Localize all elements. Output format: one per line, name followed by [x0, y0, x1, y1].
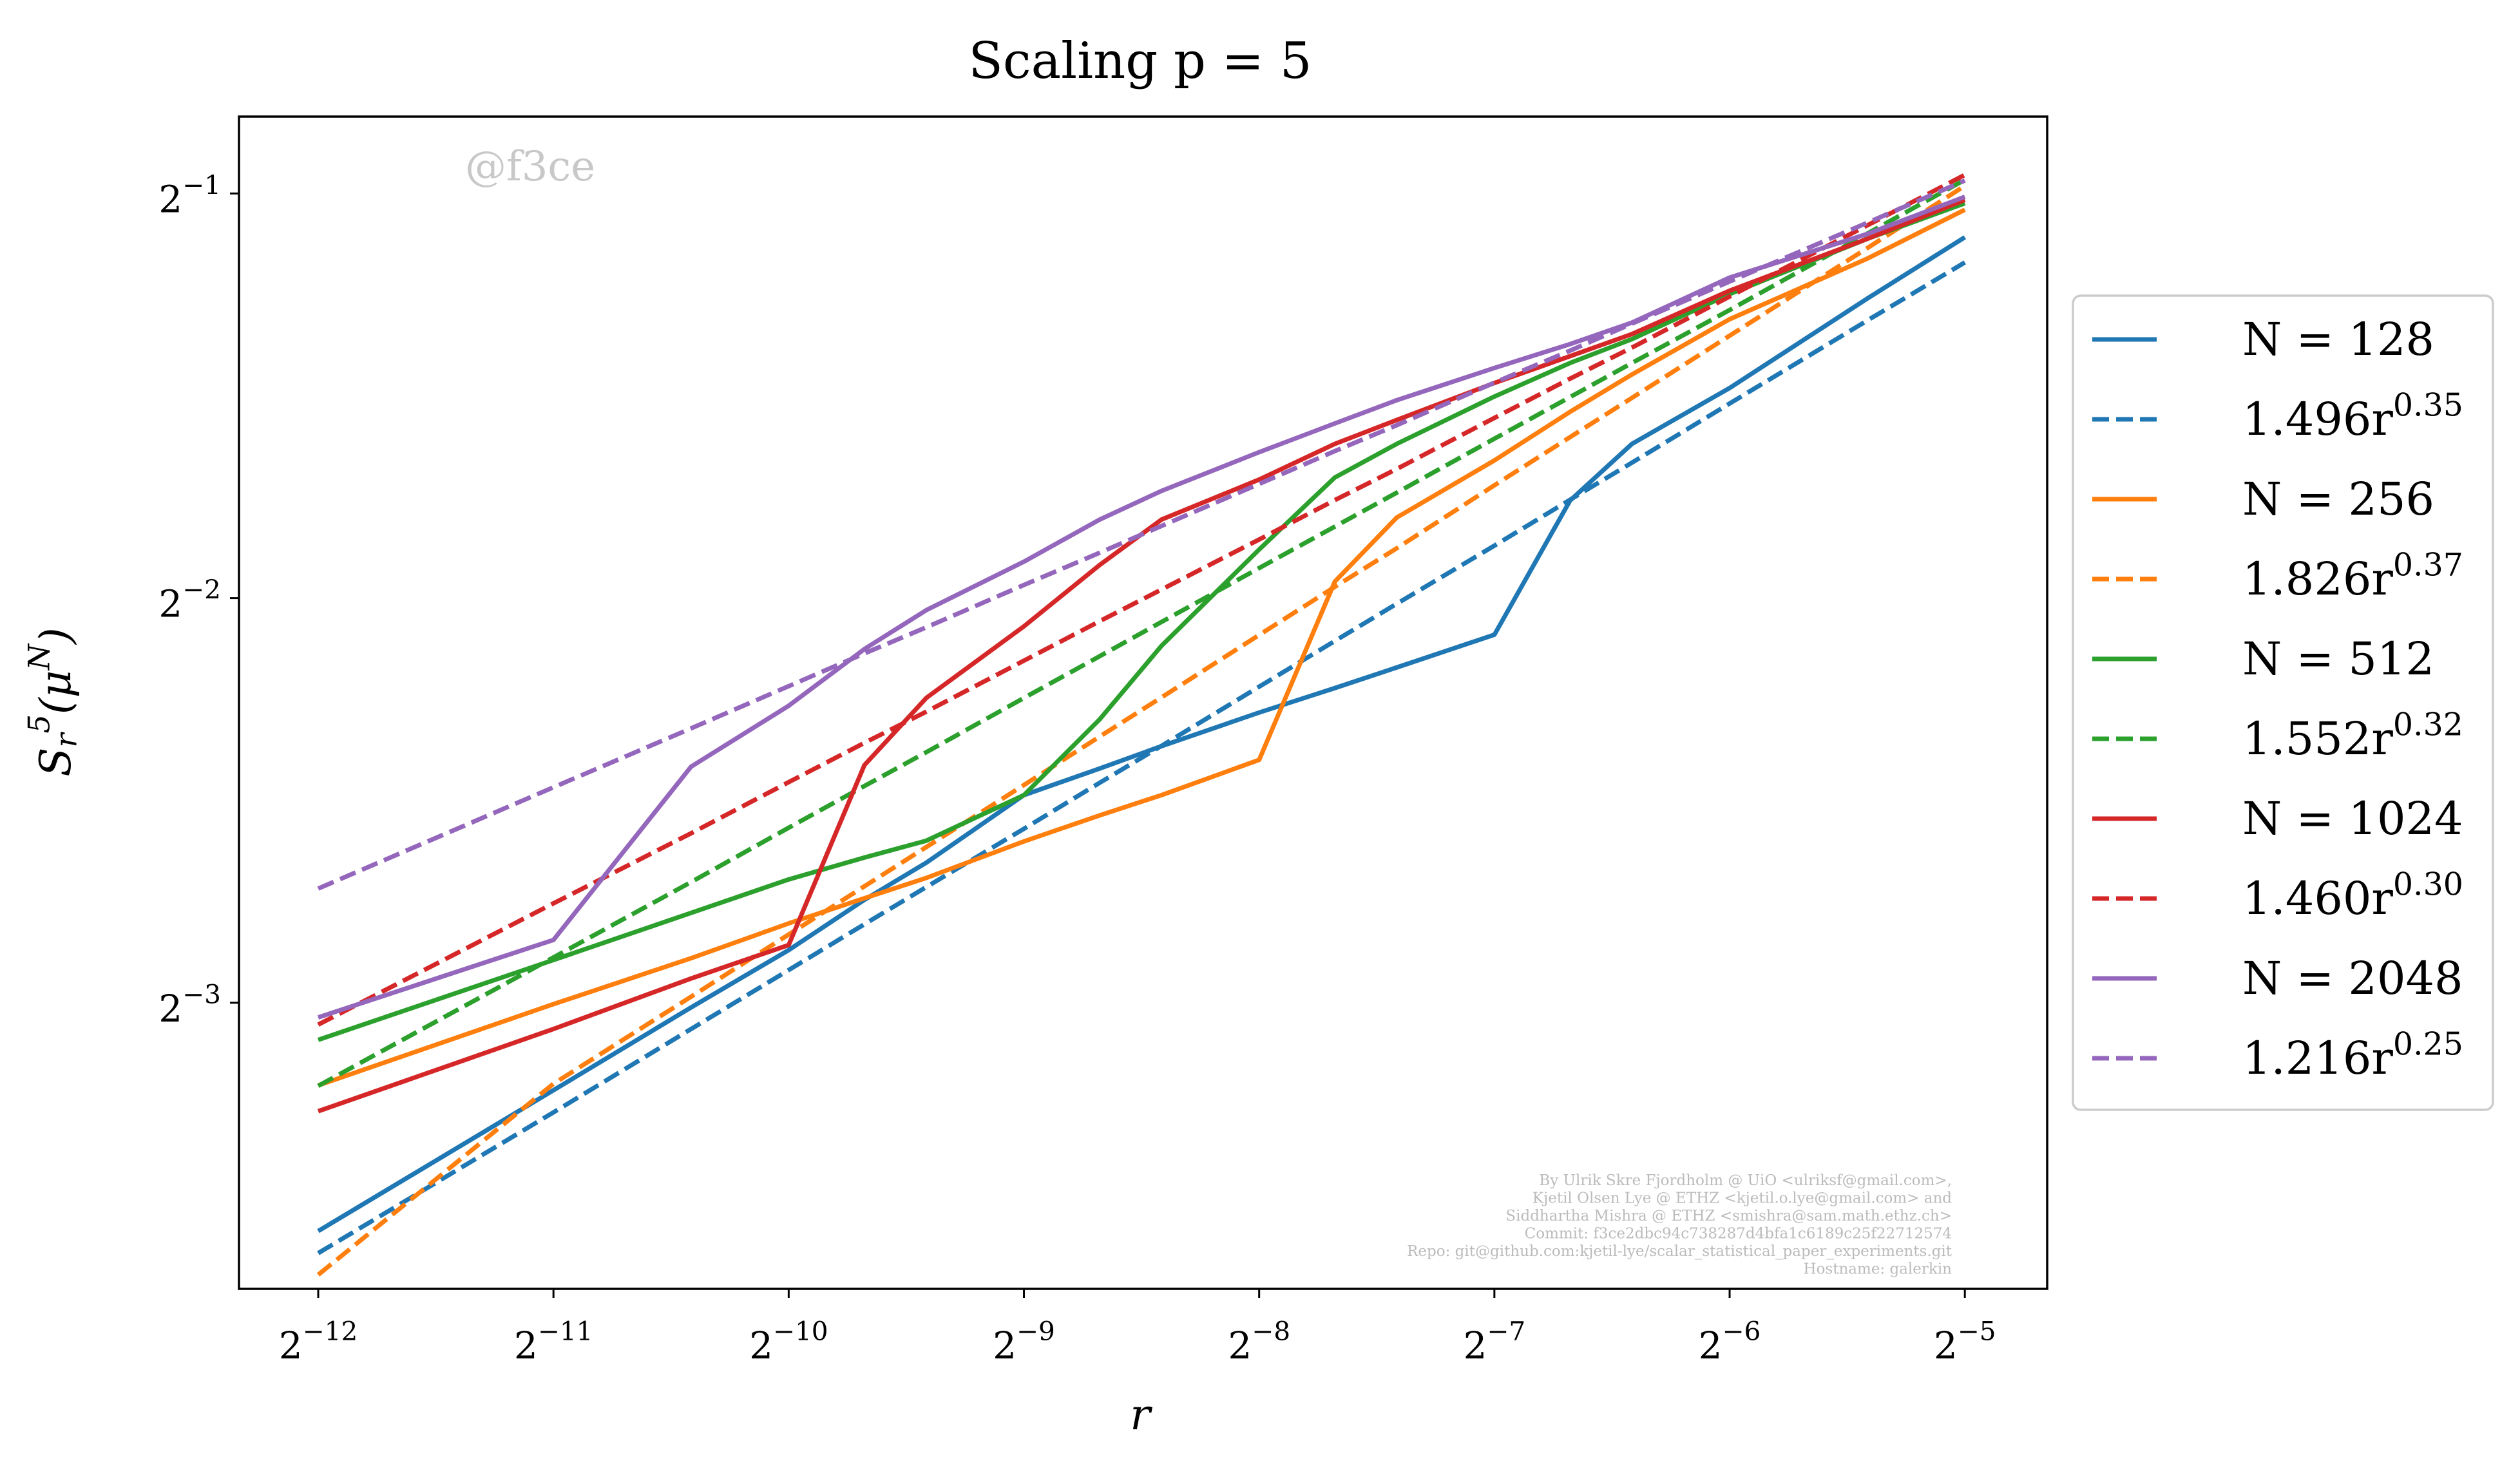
y-tick-label: 2−1	[158, 169, 221, 222]
y-axis-label: Sr5(μN)	[21, 627, 83, 777]
watermark: @f3ce	[465, 143, 595, 191]
legend-label: N = 256	[2242, 473, 2434, 526]
x-tick-label: 2−6	[1699, 1315, 1761, 1367]
legend-label: N = 1024	[2242, 792, 2463, 845]
legend-label: N = 2048	[2242, 952, 2463, 1005]
series-line	[317, 178, 1966, 1089]
chart-title: Scaling p = 5	[969, 32, 1312, 90]
credit-line: By Ulrik Skre Fjordholm @ UiO <ulriksf@g…	[1539, 1172, 1952, 1189]
x-tick-label: 2−5	[1934, 1315, 1996, 1367]
legend-label: 1.216r0.25	[2242, 1026, 2463, 1085]
credit-line: Hostname: galerkin	[1804, 1261, 1952, 1278]
y-tick-label: 2−2	[158, 574, 221, 626]
plot-frame	[238, 115, 2048, 1290]
y-tick-label: 2−3	[158, 978, 221, 1031]
credit-line: Repo: git@github.com:kjetil-lye/scalar_s…	[1407, 1243, 1952, 1260]
x-tick-label: 2−9	[993, 1315, 1055, 1367]
legend-box	[2072, 294, 2494, 1111]
legend-label: 1.460r0.30	[2242, 866, 2463, 925]
series-line	[317, 260, 1966, 1255]
x-tick-label: 2−7	[1463, 1315, 1525, 1367]
axes: 2−12 2−11 2−10 2−9 2−8 2−7 2−6 2−5 2−3 2−2 2−1	[158, 169, 1996, 1368]
x-tick-label: 2−12	[279, 1315, 358, 1367]
plot-area	[316, 173, 1967, 1277]
legend-label: 1.552r0.32	[2242, 707, 2463, 765]
series-line	[317, 195, 1966, 1020]
credit-line: Kjetil Olsen Lye @ ETHZ <kjetil.o.lye@gm…	[1532, 1190, 1952, 1207]
x-tick-label: 2−8	[1228, 1315, 1290, 1367]
legend-label: N = 128	[2242, 313, 2434, 366]
series-line	[317, 173, 1966, 1027]
series-line	[316, 184, 1967, 1277]
x-tick-label: 2−10	[749, 1315, 828, 1367]
legend-label: N = 512	[2242, 633, 2434, 685]
x-tick-label: 2−11	[514, 1315, 593, 1367]
credit-line: Commit: f3ce2dbc94c738287d4bfa1c6189c25f…	[1525, 1226, 1952, 1242]
legend-label: 1.496r0.35	[2242, 387, 2463, 446]
legend: N = 128 1.496r0.35 N = 256 1.826r0.37 N = 51…	[2072, 294, 2494, 1111]
legend-label: 1.826r0.37	[2242, 547, 2463, 605]
x-axis-label: r	[1130, 1390, 1152, 1440]
series-line	[317, 201, 1966, 1042]
series-line	[317, 235, 1967, 1233]
credit-line: Siddhartha Mishra @ ETHZ <smishra@sam.ma…	[1505, 1208, 1952, 1224]
series-line	[317, 198, 1966, 1114]
series-line	[317, 207, 1966, 1088]
